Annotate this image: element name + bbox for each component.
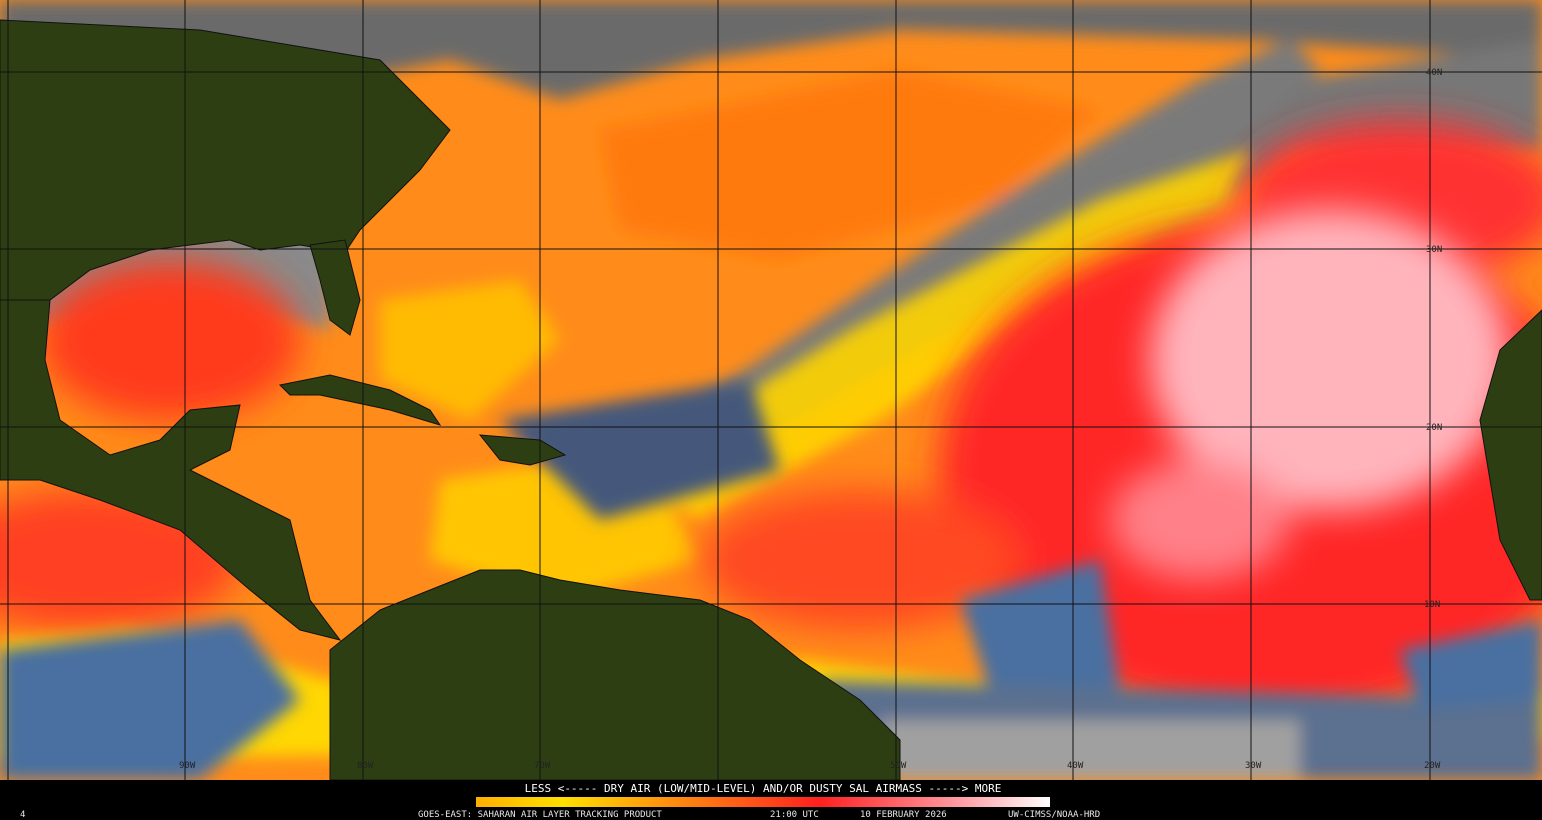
color-scale xyxy=(476,797,1050,807)
south-america xyxy=(329,569,901,781)
time: 21:00 UTC xyxy=(770,810,819,820)
lon-label: 20W xyxy=(1424,761,1441,771)
product-name: GOES-EAST: SAHARAN AIR LAYER TRACKING PR… xyxy=(418,810,662,820)
lon-label: 70W xyxy=(534,761,551,771)
lon-label: 50W xyxy=(890,761,907,771)
lon-label: 40W xyxy=(1067,761,1084,771)
lon-label: 30W xyxy=(1245,761,1262,771)
cuba xyxy=(278,374,442,426)
lat-label: 40N xyxy=(1426,68,1442,78)
lon-label: 80W xyxy=(357,761,374,771)
hispaniola xyxy=(478,434,567,466)
imagery: 40N 30N 20N 10N 90W 80W 70W 50W 40W 30W … xyxy=(0,0,1542,781)
frame-number: 4 xyxy=(20,810,25,820)
legend-bar: LESS <----- DRY AIR (LOW/MID-LEVEL) AND/… xyxy=(0,780,1542,820)
graticule xyxy=(0,0,1542,780)
africa xyxy=(1479,309,1542,601)
credit: UW-CIMSS/NOAA-HRD xyxy=(1008,810,1100,820)
lat-label: 10N xyxy=(1424,600,1440,610)
lat-label: 30N xyxy=(1426,245,1442,255)
mexico xyxy=(0,299,342,641)
legend-caption: LESS <----- DRY AIR (LOW/MID-LEVEL) AND/… xyxy=(525,782,1002,795)
date: 10 FEBRUARY 2026 xyxy=(860,810,947,820)
lat-label: 20N xyxy=(1426,423,1442,433)
florida xyxy=(309,239,361,336)
lon-label: 90W xyxy=(179,761,196,771)
